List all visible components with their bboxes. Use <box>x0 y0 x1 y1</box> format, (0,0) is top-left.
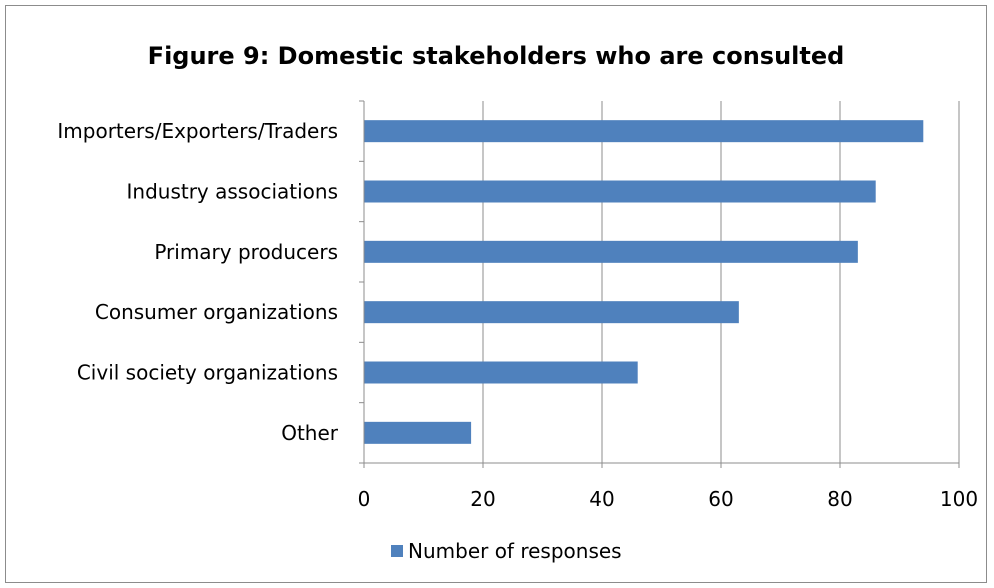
category-label: Primary producers <box>154 240 338 264</box>
bar-4 <box>364 361 638 384</box>
x-tick-label: 0 <box>358 487 371 511</box>
category-label: Other <box>281 421 339 445</box>
chart-frame <box>5 5 987 583</box>
bar-5 <box>364 421 472 444</box>
x-tick-label: 100 <box>940 487 978 511</box>
category-labels: Importers/Exporters/Traders Industry asso… <box>57 119 338 445</box>
category-label: Consumer organizations <box>95 300 338 324</box>
bar-1 <box>364 180 876 203</box>
legend-swatch <box>391 545 403 557</box>
legend-label: Number of responses <box>408 539 622 563</box>
x-tick-label: 60 <box>708 487 733 511</box>
axes <box>359 100 960 468</box>
bar-2 <box>364 240 858 263</box>
legend: Number of responses <box>391 539 622 563</box>
x-tick-label: 40 <box>589 487 614 511</box>
category-label: Industry associations <box>127 180 339 204</box>
gridlines <box>482 101 960 463</box>
bar-3 <box>364 301 739 324</box>
bar-0 <box>364 120 924 143</box>
category-label: Civil society organizations <box>77 361 338 385</box>
chart-title: Figure 9: Domestic stakeholders who are … <box>148 42 845 70</box>
x-tick-label: 80 <box>827 487 852 511</box>
bars <box>364 120 924 444</box>
tick-labels: 0 20 40 60 80 100 <box>358 487 978 511</box>
category-label: Importers/Exporters/Traders <box>57 119 338 143</box>
x-tick-label: 20 <box>470 487 495 511</box>
